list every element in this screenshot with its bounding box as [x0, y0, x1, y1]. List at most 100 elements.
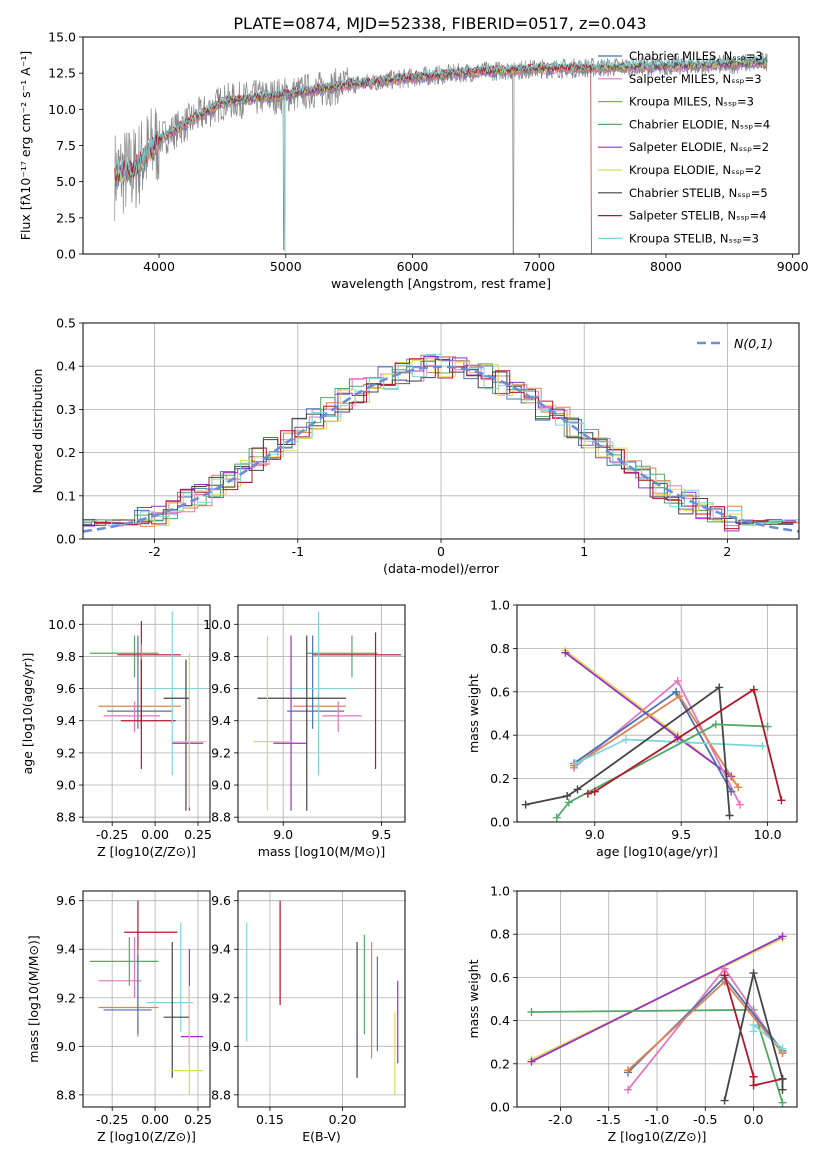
y-tick-label: 8.8: [56, 810, 76, 825]
y-tick-label: 9.4: [211, 942, 231, 957]
y-tick-label: 0.2: [490, 1056, 510, 1071]
mass_weight_vs_age-frame: [516, 604, 798, 823]
y-tick-label: 9.4: [56, 713, 76, 728]
x-tick-label: 0.20: [329, 1112, 357, 1127]
weight-point-marker: [725, 811, 734, 820]
y-tick-label: 9.6: [211, 681, 231, 696]
x-tick-label: -1.0: [645, 1112, 669, 1127]
y-tick-label: 0.2: [56, 445, 76, 460]
y-axis-label: mass [log10(M/M⊙)]: [26, 935, 41, 1063]
weight-point-marker: [675, 692, 684, 701]
figure-title: PLATE=0874, MJD=52338, FIBERID=0517, z=0…: [233, 14, 646, 33]
weight-point-marker: [778, 1074, 787, 1083]
residual-legend: N(0,1): [697, 336, 773, 351]
model-spectrum-line: [114, 54, 768, 253]
weight-point-marker: [527, 1057, 536, 1066]
mass_weight_vs_Z-plot: [527, 932, 787, 1107]
y-tick-label: 15.0: [48, 30, 76, 45]
x-tick-label: 8000: [650, 259, 682, 274]
weight-point-marker: [749, 969, 758, 978]
weight-point-marker: [749, 1020, 758, 1029]
y-tick-label: 9.4: [211, 713, 231, 728]
x-tick-label: -0.25: [96, 827, 128, 842]
weight-point-marker: [521, 800, 530, 809]
y-tick-label: 0.5: [56, 316, 76, 331]
x-tick-label: 10.0: [754, 827, 782, 842]
weight-point-marker: [749, 685, 758, 694]
legend-entry: Kroupa ELODIE, Nₛₛₚ=2: [629, 163, 762, 177]
y-tick-label: 9.2: [211, 990, 231, 1005]
weight-point-marker: [734, 783, 743, 792]
y-tick-label: 9.4: [56, 942, 76, 957]
age_vs_Z-frame: [82, 604, 211, 823]
age_vs_mass-frame: [237, 604, 406, 823]
y-tick-label: 9.8: [56, 649, 76, 664]
x-tick-label: 0.0: [744, 1112, 764, 1127]
legend-entry: Chabrier ELODIE, Nₛₛₚ=4: [629, 117, 770, 131]
x-tick-label: 0.00: [141, 1112, 169, 1127]
mass_vs_Z-frame: [82, 890, 211, 1108]
x-tick-label: 6000: [397, 259, 429, 274]
y-tick-label: 0.0: [56, 532, 76, 547]
weight-point-marker: [727, 787, 736, 796]
y-tick-label: 1.0: [490, 598, 510, 613]
x-tick-label: -2: [148, 544, 160, 559]
x-tick-label: -0.5: [693, 1112, 717, 1127]
x-tick-label: 9000: [777, 259, 809, 274]
weight-point-marker: [621, 735, 630, 744]
weight-point-marker: [778, 1044, 787, 1053]
age_vs_mass-plot: [253, 611, 402, 811]
x-tick-label: 9.5: [371, 827, 391, 842]
weight-point-marker: [749, 1081, 758, 1090]
spectrum-axes: 4000 5000 6000 7000 8000 9000 0.0 2.5 5.0 7.5 10.0…: [18, 30, 809, 292]
legend-entry: Kroupa STELIB, Nₛₛₚ=3: [629, 231, 759, 245]
residual-histogram-series: [83, 358, 794, 526]
legend-entry: N(0,1): [734, 336, 773, 351]
legend-entry: Chabrier MILES, Nₛₛₚ=3: [629, 49, 763, 63]
age_vs_mass-axes: 9.0 9.5 8.8 9.0 9.2 9.4 9.6 9.8 10.0 mass [log10(…: [203, 605, 405, 859]
x-tick-label: 4000: [143, 259, 175, 274]
mass_vs_ebv-plot: [246, 900, 399, 1095]
age_vs_Z-plot: [89, 611, 207, 811]
weight-point-marker: [552, 813, 561, 822]
y-tick-label: 9.8: [211, 649, 231, 664]
y-tick-label: 0.3: [56, 402, 76, 417]
residual-histogram-series: [83, 358, 797, 530]
y-tick-label: 9.6: [56, 681, 76, 696]
x-tick-label: 1: [580, 544, 588, 559]
x-tick-label: 5000: [270, 259, 302, 274]
y-axis-label: age [log10(age/yr)]: [20, 653, 35, 775]
residuals-plot: [82, 353, 800, 533]
weight-point-marker: [673, 676, 682, 685]
weight-point-marker: [624, 1085, 633, 1094]
x-axis-label: mass [log10(M/M⊙)]: [258, 844, 386, 859]
weight-point-marker: [778, 1098, 787, 1107]
y-tick-label: 9.2: [56, 990, 76, 1005]
mass_weight_vs_Z-frame: [516, 890, 798, 1108]
weight-point-marker: [735, 800, 744, 809]
y-tick-label: 0.6: [490, 684, 510, 699]
x-tick-label: 0: [437, 544, 445, 559]
x-tick-label: 9.0: [273, 827, 293, 842]
y-tick-label: 0.1: [56, 488, 76, 503]
legend-entry: Salpeter MILES, Nₛₛₚ=3: [629, 72, 762, 86]
x-tick-label: 0.25: [184, 1112, 212, 1127]
y-tick-label: 0.0: [490, 1100, 510, 1115]
weight-point-marker: [563, 791, 572, 800]
y-tick-label: 10.0: [203, 617, 231, 632]
x-axis-label: age [log10(age/yr)]: [596, 844, 718, 859]
mass_vs_Z-plot: [89, 900, 204, 1095]
weight-series-line: [531, 935, 783, 1063]
y-tick-label: 8.8: [211, 1087, 231, 1102]
x-tick-label: 2: [723, 544, 731, 559]
mass_vs_ebv-axes: 0.15 0.20 8.8 9.0 9.2 9.4 9.6 E(B-V): [211, 891, 405, 1144]
weight-point-marker: [758, 742, 767, 751]
weight-point-marker: [527, 1007, 536, 1016]
x-tick-label: 0.25: [184, 827, 212, 842]
y-tick-label: 9.0: [56, 1039, 76, 1054]
weight-point-marker: [720, 1096, 729, 1105]
weight-point-marker: [573, 785, 582, 794]
weight-point-marker: [624, 1066, 633, 1075]
y-axis-label: Flux [fλ10⁻¹⁷ erg cm⁻² s⁻¹ A⁻¹]: [18, 51, 33, 240]
y-tick-label: 0.8: [490, 641, 510, 656]
